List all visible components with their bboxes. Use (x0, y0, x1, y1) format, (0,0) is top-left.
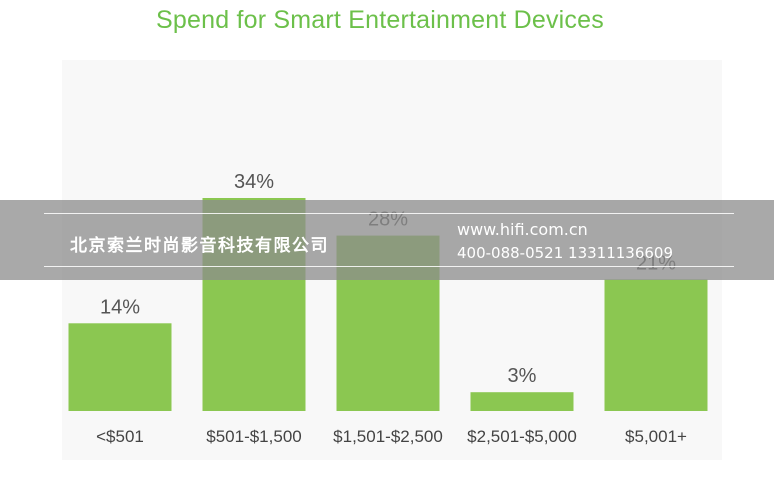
watermark-company: 北京索兰时尚影音科技有限公司 (70, 236, 329, 256)
watermark-band: 北京索兰时尚影音科技有限公司 www.hifi.com.cn 400-088-0… (0, 200, 774, 280)
bar-value-label: 3% (508, 365, 537, 387)
category-label: $5,001+ (625, 427, 687, 446)
bar (470, 392, 574, 411)
bar-value-label: 14% (100, 296, 140, 318)
chart-title: Spend for Smart Entertainment Devices (156, 6, 604, 34)
category-label: $1,501-$2,500 (333, 427, 443, 446)
watermark-url: www.hifi.com.cn (457, 220, 588, 239)
watermark-phone: 400-088-0521 13311136609 (457, 244, 674, 262)
bar-value-label: 34% (234, 171, 274, 193)
category-label: <$501 (96, 427, 144, 446)
watermark-divider-bottom (44, 266, 734, 267)
category-label: $501-$1,500 (206, 427, 301, 446)
category-label: $2,501-$5,000 (467, 427, 577, 446)
bar (604, 279, 708, 411)
bar (68, 323, 172, 411)
watermark-divider-top (44, 213, 734, 214)
